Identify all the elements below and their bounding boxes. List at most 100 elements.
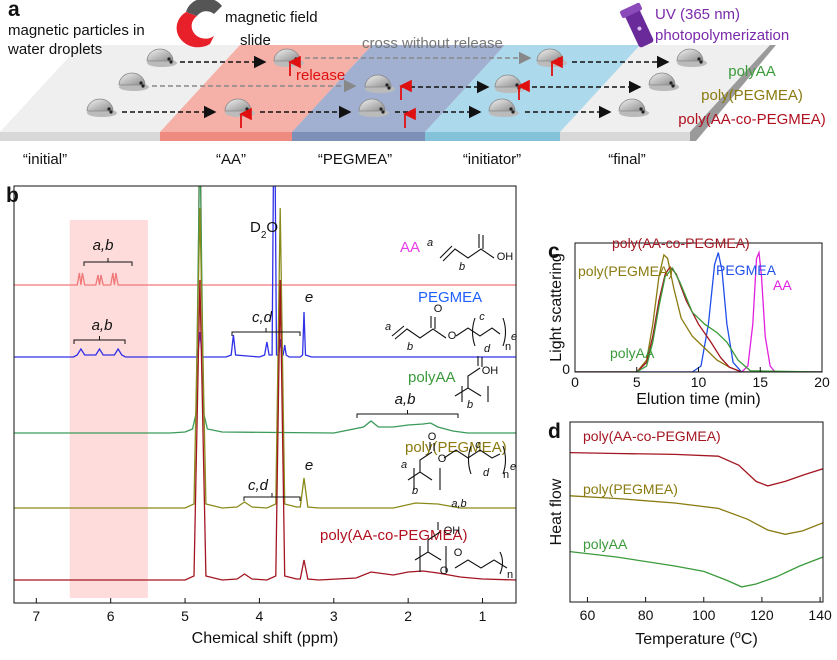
x-tick-label: 20 bbox=[814, 374, 830, 390]
structure bbox=[454, 356, 489, 402]
structure-label: n bbox=[505, 341, 511, 353]
structure-label: OH bbox=[482, 365, 499, 377]
x-axis-label: Chemical shift (ppm) bbox=[192, 630, 339, 647]
product-label: poly(AA-co-PEGMEA) bbox=[678, 111, 826, 128]
structure bbox=[391, 316, 507, 347]
peak-annotation: a,b bbox=[93, 237, 114, 254]
zone-front bbox=[160, 132, 292, 141]
data-line bbox=[575, 250, 822, 372]
panel-d: 60 80 100 120 140 Temperature (oC) Heat flow d p… bbox=[548, 420, 832, 648]
peak-annotation: e bbox=[305, 289, 313, 306]
panel-a: a magnetic particles in water droplets m… bbox=[0, 0, 826, 168]
structure bbox=[407, 442, 507, 490]
bracket bbox=[231, 328, 301, 336]
highlight-region bbox=[69, 220, 148, 598]
x-tick-label: 140 bbox=[808, 607, 832, 623]
particle bbox=[167, 57, 171, 61]
bracket bbox=[73, 336, 126, 344]
solvent-label-part: D bbox=[250, 219, 261, 236]
structure-label: O bbox=[428, 431, 437, 443]
x-axis-label: Elution time (min) bbox=[636, 391, 760, 408]
particle bbox=[387, 86, 391, 90]
data-line bbox=[14, 186, 516, 286]
stations: “initial” “AA” “PEGMEA” “initiator” “final” bbox=[23, 151, 646, 168]
magnet-text: slide bbox=[240, 32, 271, 49]
panel-label: a bbox=[8, 0, 20, 21]
series-label: polyAA bbox=[408, 369, 456, 386]
station-label: “PEGMEA” bbox=[318, 151, 392, 168]
zone-front bbox=[292, 132, 425, 141]
structure-label: n bbox=[507, 569, 513, 581]
structure-label: O bbox=[454, 547, 463, 559]
panel-label: b bbox=[6, 184, 19, 207]
data-line bbox=[14, 186, 516, 358]
x-tick-label: 1 bbox=[479, 608, 487, 624]
particle bbox=[671, 84, 675, 88]
x-tick-label: 15 bbox=[752, 374, 768, 390]
station-label: “initiator” bbox=[463, 151, 521, 168]
peak-annotation: c,d bbox=[252, 309, 273, 326]
series-label: poly(PEGMEA) bbox=[578, 263, 673, 279]
structure-label: O bbox=[440, 565, 449, 577]
zone-front bbox=[425, 132, 560, 141]
structure-label: c bbox=[475, 439, 481, 451]
structure-label: O bbox=[448, 330, 457, 342]
series-label: poly(PEGMEA) bbox=[405, 439, 507, 456]
x-tick-label: 6 bbox=[107, 608, 115, 624]
peak-annotation: a,b bbox=[92, 317, 113, 334]
series-label: AA bbox=[400, 239, 420, 256]
structure bbox=[414, 522, 508, 575]
series-label: poly(AA-co-PEGMEA) bbox=[320, 527, 468, 544]
data-line bbox=[570, 451, 823, 487]
data-line bbox=[570, 550, 823, 588]
magnet-icon bbox=[176, 0, 222, 48]
x-tick-label: 60 bbox=[580, 607, 596, 623]
particle bbox=[697, 57, 701, 61]
station-label: “final” bbox=[608, 151, 646, 168]
series-label: poly(AA-co-PEGMEA) bbox=[612, 235, 750, 251]
particle bbox=[385, 83, 389, 87]
structure bbox=[439, 234, 495, 262]
peak-annotation: c,d bbox=[248, 477, 269, 494]
structure-label: b bbox=[407, 341, 413, 353]
particle bbox=[139, 81, 143, 85]
structure-label: OH bbox=[444, 525, 461, 537]
droplet bbox=[488, 98, 516, 112]
x-axis-label-part: Temperature ( bbox=[635, 631, 735, 648]
particle bbox=[294, 57, 298, 61]
structure-label: O bbox=[438, 453, 447, 465]
structure-label: n bbox=[503, 469, 509, 481]
product-label: polyAA bbox=[728, 63, 776, 80]
station-label: “AA” bbox=[216, 151, 246, 168]
bracket bbox=[243, 493, 301, 501]
structure-label: d bbox=[483, 467, 490, 479]
x-tick-label: 80 bbox=[638, 607, 654, 623]
structure-label: b bbox=[459, 261, 465, 273]
station-label: “initial” bbox=[23, 151, 67, 168]
droplets bbox=[86, 48, 707, 128]
structure-label: a,b bbox=[451, 498, 466, 510]
plot-frame bbox=[13, 185, 517, 604]
y-axis-label: Heat flow bbox=[548, 478, 565, 545]
x-axis-label: Temperature (oC) bbox=[635, 629, 758, 648]
particle bbox=[381, 110, 385, 114]
x-tick-label: 100 bbox=[692, 607, 716, 623]
slide-side bbox=[690, 45, 776, 141]
particle bbox=[169, 60, 173, 64]
panel-b: 7 6 5 4 3 2 1 Chemical shift (ppm) b AA PEGMEA poly… bbox=[6, 184, 517, 647]
data-line bbox=[14, 207, 516, 509]
x-tick-label: 10 bbox=[691, 374, 707, 390]
particle bbox=[107, 107, 111, 111]
particle bbox=[557, 57, 561, 61]
x-axis-label-part: C) bbox=[741, 631, 758, 648]
particle bbox=[245, 107, 249, 111]
structure-label: b bbox=[467, 399, 473, 411]
uv-text: UV (365 nm) bbox=[655, 6, 740, 23]
particle bbox=[639, 107, 643, 111]
droplet bbox=[86, 98, 114, 112]
panel-c: 0 5 10 15 20 0 Elution time (min) Light scatter… bbox=[548, 235, 830, 408]
x-tick-label: 2 bbox=[404, 608, 412, 624]
particle bbox=[379, 107, 383, 111]
particle bbox=[109, 110, 113, 114]
series-label: polyAA bbox=[610, 345, 655, 361]
